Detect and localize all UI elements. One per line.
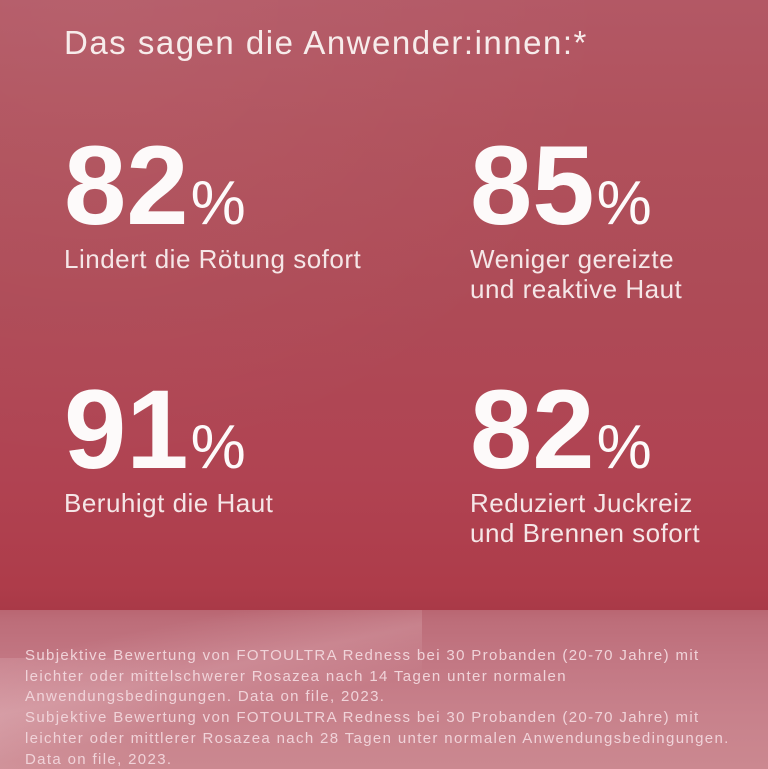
- stat-value: 85%: [470, 130, 768, 242]
- footnotes: Subjektive Bewertung von FOTOULTRA Redne…: [25, 646, 755, 769]
- footnote-line: Subjektive Bewertung von FOTOULTRA Redne…: [25, 647, 700, 664]
- footnote-line: Subjektive Bewertung von FOTOULTRA Redne…: [25, 709, 700, 727]
- stat-card-weniger-gereizte: 85% Weniger gereizte und reaktive Haut: [470, 130, 768, 304]
- stat-number-text: 82: [64, 123, 189, 248]
- percent-sign: %: [596, 169, 652, 238]
- stat-card-beruhigt-haut: 91% Beruhigt die Haut: [64, 374, 424, 518]
- page-title: Das sagen die Anwender:innen:*: [64, 24, 588, 61]
- backdrop-floor: [0, 610, 768, 769]
- footnote-line: Data on file, 2023.: [25, 750, 173, 768]
- footnote-study-14-days: Subjektive Bewertung von FOTOULTRA Redne…: [25, 646, 755, 708]
- stat-value: 82%: [64, 130, 424, 242]
- stat-label: Lindert die Rötung sofort: [64, 243, 362, 274]
- stat-label: Reduziert Juckreiz und Brennen sofort: [470, 487, 701, 548]
- stat-value: 82%: [470, 374, 768, 486]
- stat-number-text: 85: [470, 123, 595, 248]
- footnote-line: Anwendungsbedingungen. Data on file, 202…: [25, 688, 386, 706]
- stat-label: Beruhigt die Haut: [64, 487, 274, 518]
- stat-number-text: 82: [470, 367, 595, 492]
- stat-card-lindert-roetung: 82% Lindert die Rötung sofort: [64, 130, 424, 274]
- percent-sign: %: [190, 413, 246, 482]
- stat-value: 91%: [64, 374, 424, 486]
- stat-number-text: 91: [64, 367, 189, 492]
- percent-sign: %: [190, 169, 246, 238]
- footnote-line: leichter oder mittlerer Rosazea nach 28 …: [25, 729, 730, 747]
- footnote-study-28-days: Subjektive Bewertung von FOTOULTRA Redne…: [25, 708, 755, 769]
- stat-label: Weniger gereizte und reaktive Haut: [470, 243, 683, 304]
- stat-card-reduziert-juckreiz: 82% Reduziert Juckreiz und Brennen sofor…: [470, 374, 768, 548]
- floor-light-sheen: [0, 657, 292, 769]
- percent-sign: %: [596, 413, 652, 482]
- backdrop-wall: [0, 0, 768, 610]
- footnote-line: leichter oder mittelschwerer Rosazea nac…: [25, 667, 567, 685]
- floor-light-sheen: [0, 610, 423, 769]
